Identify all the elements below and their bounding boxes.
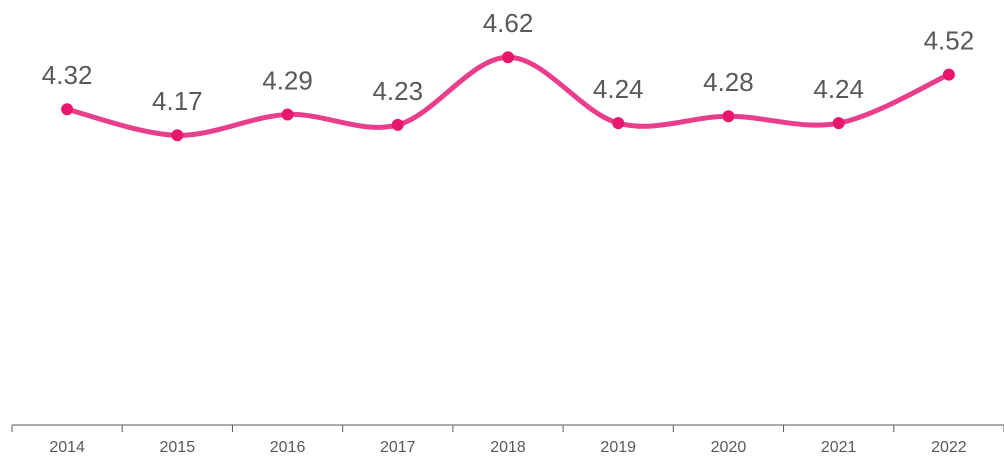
data-label: 4.62 [483,8,534,38]
data-label: 4.29 [262,65,313,95]
data-label: 4.24 [593,74,644,104]
x-tick-label: 2016 [270,439,306,456]
marker [832,117,845,130]
x-tick-label: 2017 [380,439,416,456]
data-label: 4.28 [703,67,754,97]
x-tick-label: 2020 [711,439,747,456]
x-tick-label: 2014 [49,439,85,456]
x-tick-label: 2021 [821,439,857,456]
marker [722,110,735,123]
x-tick-label: 2018 [490,439,526,456]
data-label: 4.17 [152,86,203,116]
marker [171,129,184,142]
x-tick-label: 2015 [160,439,196,456]
marker [942,68,955,81]
data-label: 4.52 [924,25,975,55]
x-tick-label: 2022 [931,439,967,456]
marker [391,118,404,131]
marker [61,103,74,116]
marker [502,51,514,64]
marker [612,117,625,130]
marker [281,108,294,121]
data-label: 4.24 [813,74,864,104]
data-label: 4.32 [42,60,93,90]
x-tick-label: 2019 [600,439,636,456]
data-label: 4.23 [372,76,423,106]
